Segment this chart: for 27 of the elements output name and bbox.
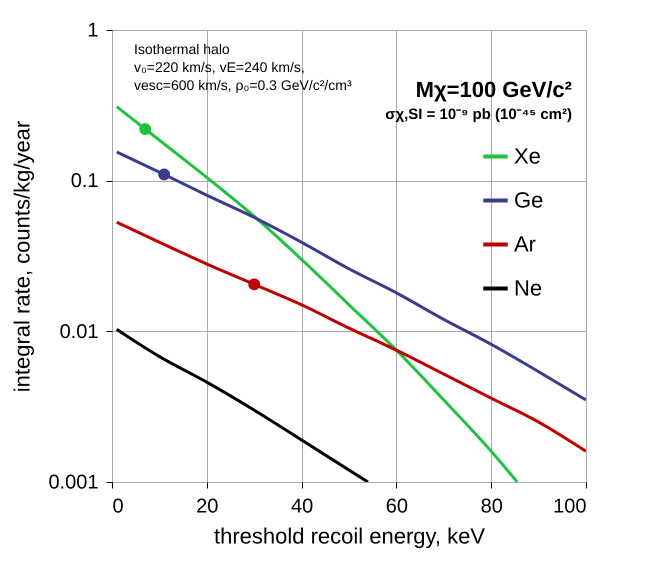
point bbox=[139, 123, 152, 135]
y-tick-label: 1 bbox=[87, 20, 98, 42]
y-tick-label: 0.1 bbox=[70, 170, 98, 192]
legend-label: Ar bbox=[514, 232, 536, 256]
legend-label: Xe bbox=[514, 144, 541, 168]
annotation: Mχ=100 GeV/c² bbox=[416, 77, 572, 102]
x-tick-label: 0 bbox=[112, 496, 124, 518]
x-tick-label: 40 bbox=[290, 496, 314, 518]
x-axis-title: threshold recoil energy, keV bbox=[214, 524, 486, 548]
annotation: Isothermal halo bbox=[134, 41, 230, 57]
line-series bbox=[115, 150, 586, 402]
annotation: σχ,SI = 10⁻⁹ pb (10⁻⁴⁵ cm²) bbox=[385, 106, 572, 123]
line-series bbox=[115, 328, 370, 482]
x-tick-label: 60 bbox=[386, 496, 408, 518]
legend-label: Ge bbox=[514, 188, 544, 212]
point bbox=[248, 278, 260, 290]
x-tick-label: 80 bbox=[480, 496, 503, 518]
point bbox=[158, 168, 170, 180]
line-series bbox=[115, 220, 586, 453]
y-axis-title: integral rate, counts/kg/year bbox=[9, 120, 34, 392]
x-tick-label: 100 bbox=[553, 496, 586, 518]
y-tick-label: 0.001 bbox=[48, 472, 98, 494]
y-tick-label: 0.01 bbox=[60, 320, 98, 343]
annotation: v₀=220 km/s, vE=240 km/s, bbox=[134, 59, 305, 75]
x-tick-label: 20 bbox=[196, 496, 218, 518]
legend-label: Ne bbox=[514, 276, 542, 300]
annotation: vesc=600 km/s, ρ₀=0.3 GeV/c²/cm³ bbox=[134, 77, 352, 93]
